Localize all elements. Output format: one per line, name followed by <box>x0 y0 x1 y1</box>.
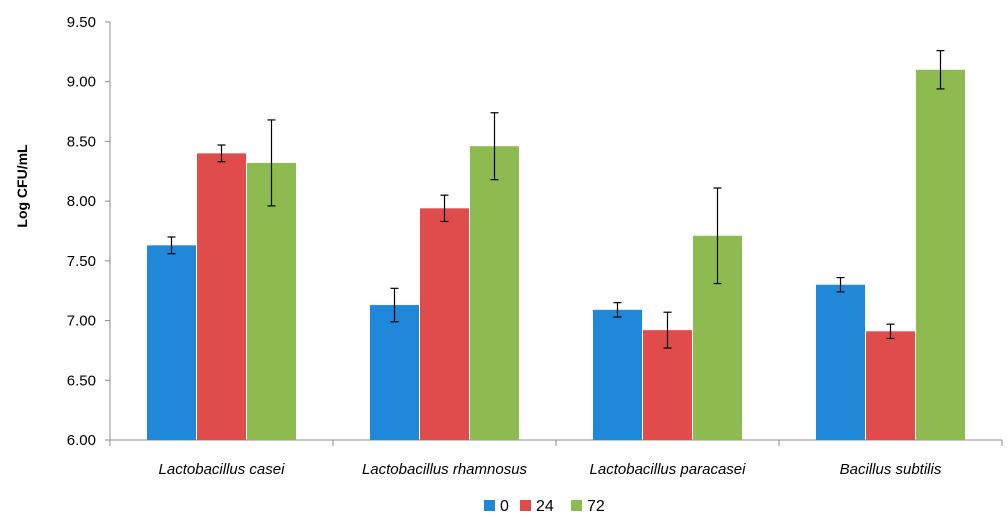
legend-swatch <box>571 500 582 511</box>
x-tick-label: Lactobacillus casei <box>159 461 286 478</box>
bar <box>197 153 246 440</box>
legend-label: 0 <box>500 498 509 515</box>
bar <box>916 69 965 441</box>
bar <box>370 305 419 440</box>
y-axis-title: Log CFU/mL <box>14 144 30 228</box>
bar <box>147 245 196 440</box>
bars <box>147 50 965 441</box>
x-tick-label: Lactobacillus paracasei <box>590 461 747 478</box>
axes: 6.00 6.50 7.00 7.50 8.00 8.50 9.00 9.50 Lactobac… <box>67 14 1003 478</box>
bar <box>816 284 865 440</box>
bar <box>866 331 915 440</box>
y-tick-label: 8.00 <box>67 193 96 210</box>
y-tick-label: 8.50 <box>67 133 96 150</box>
x-tick-label: Bacillus subtilis <box>840 461 942 478</box>
y-tick-label: 6.00 <box>67 432 96 449</box>
legend-swatch <box>520 500 531 511</box>
y-tick-label: 6.50 <box>67 372 96 389</box>
legend-swatch <box>484 500 495 511</box>
legend: 0 24 72 <box>484 498 605 515</box>
y-tick-label: 7.50 <box>67 253 96 270</box>
bar <box>593 309 642 440</box>
y-tick-label: 9.50 <box>67 14 96 31</box>
bar <box>470 146 519 440</box>
y-tick-label: 7.00 <box>67 313 96 330</box>
legend-label: 24 <box>536 498 554 515</box>
legend-label: 72 <box>587 498 605 515</box>
bar <box>247 162 296 440</box>
bar <box>420 208 469 440</box>
x-tick-label: Lactobacillus rhamnosus <box>362 461 528 478</box>
y-tick-label: 9.00 <box>67 74 96 91</box>
